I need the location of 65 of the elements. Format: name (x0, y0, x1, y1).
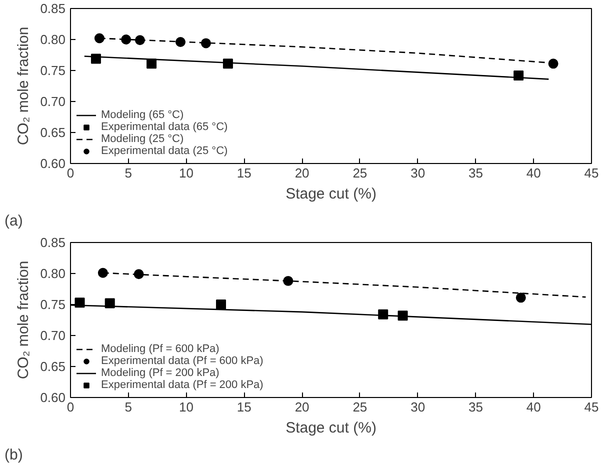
y-tick-label: 0.75 (40, 297, 66, 312)
y-tick-label: 0.80 (40, 32, 66, 47)
y-tick-label: 0.60 (40, 390, 66, 405)
point (175, 36, 186, 47)
legend-label: Experimental data (Pf = 200 kPa) (101, 379, 264, 391)
text: (a) (4, 212, 23, 230)
legend-label: Experimental data (25 °C) (101, 145, 228, 157)
point (98, 268, 108, 278)
point (121, 34, 132, 44)
y-tick-label: 0.80 (40, 266, 66, 281)
x-tick-label: 30 (410, 166, 426, 180)
x-tick-label: 45 (584, 166, 599, 180)
y-axis-title: CO₂ mole fraction (15, 26, 32, 146)
point (516, 292, 526, 303)
x-tick-label: 10 (179, 400, 194, 414)
y-tick-label: 0.65 (40, 359, 66, 374)
legend-label: Modeling (Pf = 600 kPa) (101, 343, 220, 355)
x-tick-label: 35 (468, 166, 483, 180)
x-tick-label: 20 (294, 166, 310, 180)
y-tick-label: 0.65 (40, 125, 66, 140)
point (134, 35, 145, 46)
y-tick-label: 0.75 (40, 63, 66, 78)
point (134, 269, 144, 280)
point (216, 300, 226, 310)
y-tick-label: 0.60 (40, 156, 66, 171)
legend-label: Modeling (65 °C) (101, 109, 184, 121)
text: (b) (4, 446, 23, 464)
y-tick-label: 0.85 (40, 1, 66, 16)
x-tick-label: 25 (352, 166, 368, 180)
x-tick-label: 5 (124, 166, 132, 180)
x-tick-label: 35 (468, 400, 483, 414)
y-tick-label: 0.85 (40, 235, 66, 250)
point (200, 38, 211, 48)
y-tick-label: 0.70 (40, 328, 66, 343)
x-tick-label: 20 (294, 400, 310, 414)
y-tick-label: 0.70 (40, 94, 66, 109)
legend-label: Experimental data (65 °C) (101, 121, 228, 133)
x-tick-label: 0 (66, 400, 74, 414)
point (146, 58, 157, 69)
point (548, 58, 558, 69)
x-tick-label: 40 (526, 166, 541, 180)
point (514, 70, 524, 80)
point (222, 58, 233, 69)
point (398, 310, 408, 321)
point (74, 298, 85, 308)
x-tick-label: 40 (526, 400, 541, 414)
legend-label: Modeling (25 °C) (101, 133, 184, 145)
point (90, 54, 101, 64)
y-axis-title: CO₂ mole fraction (15, 260, 32, 380)
legend-label: Modeling (Pf = 200 kPa) (101, 367, 220, 379)
x-tick-label: 25 (352, 400, 368, 414)
x-tick-label: 5 (124, 400, 132, 414)
point (378, 309, 388, 320)
legend-label: Experimental data (Pf = 600 kPa) (101, 355, 264, 367)
x-tick-label: 15 (236, 166, 252, 180)
point (94, 33, 104, 44)
x-axis-title: Stage cut (%) (286, 186, 376, 202)
x-tick-label: 10 (179, 166, 194, 180)
point (283, 276, 294, 286)
x-tick-label: 0 (66, 166, 74, 180)
x-tick-label: 45 (584, 400, 599, 414)
point (104, 298, 115, 308)
x-axis-title: Stage cut (%) (286, 420, 376, 436)
x-tick-label: 15 (236, 400, 252, 414)
x-tick-label: 30 (410, 400, 426, 414)
